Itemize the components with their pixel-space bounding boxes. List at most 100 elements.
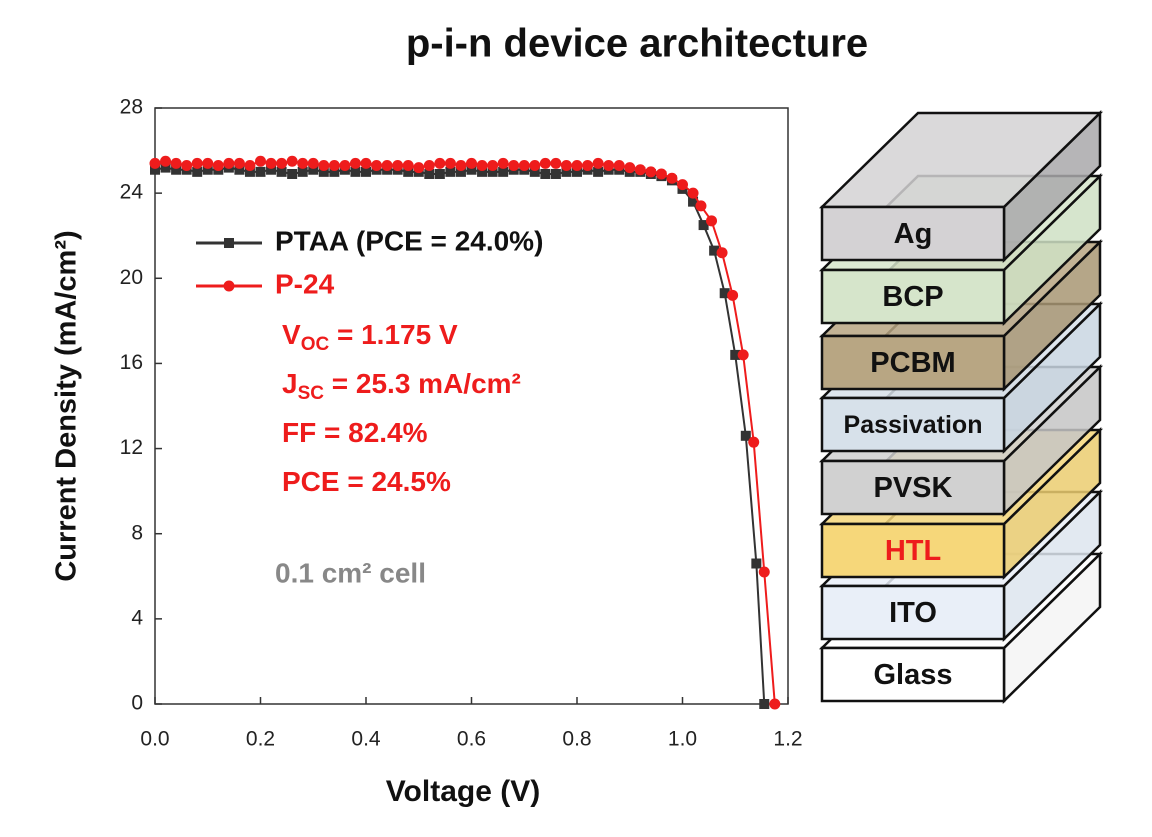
marker — [307, 157, 319, 169]
layer-front — [820, 396, 1006, 453]
layer-front — [820, 459, 1006, 516]
marker — [751, 558, 762, 569]
layer-front — [820, 268, 1006, 325]
marker — [769, 698, 781, 710]
annotation-subscript: OC — [301, 334, 330, 355]
marker — [308, 164, 319, 175]
legend-entry: P-24 — [196, 268, 335, 299]
marker — [709, 245, 720, 256]
layer-front — [820, 584, 1006, 641]
marker — [444, 157, 456, 169]
y-axis-label: Current Density (mA/cm²) — [51, 230, 83, 581]
marker — [361, 166, 371, 177]
layer-front — [820, 334, 1006, 391]
marker — [593, 166, 604, 177]
marker — [276, 166, 287, 177]
y-tick-label: 4 — [131, 606, 143, 629]
marker — [716, 247, 728, 259]
y-tick-label: 12 — [120, 436, 143, 459]
marker — [149, 157, 161, 169]
marker — [223, 280, 235, 292]
y-tick-label: 20 — [120, 266, 143, 289]
x-tick-label: 0.6 — [457, 728, 486, 751]
annotation-symbol: PCE — [282, 466, 340, 497]
marker — [498, 166, 509, 177]
marker — [234, 164, 245, 175]
annotation-text: = 82.4% — [316, 417, 427, 448]
layer-label: Glass — [874, 659, 953, 691]
legend-entry: PTAA (PCE = 24.0%) — [196, 225, 543, 256]
marker — [476, 159, 488, 171]
annotation-text: = 1.175 V — [329, 319, 458, 350]
layer-label: HTL — [885, 535, 941, 567]
x-tick-label: 0.0 — [140, 728, 169, 751]
marker — [666, 172, 678, 184]
marker — [276, 157, 288, 169]
marker — [508, 159, 520, 171]
marker — [423, 159, 435, 171]
marker — [318, 166, 329, 177]
layer-label: Ag — [894, 218, 933, 250]
marker — [497, 157, 509, 169]
annotation-text: = 25.3 mA/cm² — [324, 368, 521, 399]
marker — [265, 157, 277, 169]
marker — [748, 436, 760, 448]
marker — [603, 159, 615, 171]
legend-label: PTAA (PCE = 24.0%) — [275, 225, 543, 256]
marker — [539, 157, 551, 169]
marker — [740, 430, 751, 441]
marker — [339, 159, 351, 171]
marker — [758, 566, 770, 578]
marker — [413, 162, 425, 174]
marker — [244, 166, 255, 177]
marker — [181, 159, 193, 171]
x-tick-label: 0.2 — [246, 728, 275, 751]
layer-stack: Glass ITO HTL PVSK Passivation PCBM BCP Ag — [818, 110, 1104, 704]
marker — [350, 166, 361, 177]
marker — [727, 289, 739, 301]
marker — [297, 157, 309, 169]
marker — [287, 168, 298, 179]
y-tick-label: 28 — [120, 96, 143, 119]
marker — [706, 215, 718, 227]
marker — [466, 157, 477, 169]
marker — [529, 166, 540, 177]
marker — [455, 159, 467, 171]
marker — [582, 159, 594, 171]
marker — [202, 157, 214, 169]
layer-front — [820, 205, 1006, 262]
marker — [487, 159, 499, 171]
x-tick-label: 0.4 — [351, 728, 381, 751]
marker — [688, 196, 699, 207]
marker — [677, 179, 688, 191]
marker — [592, 157, 604, 169]
marker — [759, 699, 770, 709]
plot: 0.0 0.2 0.4 0.6 0.8 1.0 1.2 0 4 8 12 16 20 24 28 PTAA (… — [120, 96, 803, 751]
series — [149, 155, 781, 710]
marker — [160, 162, 171, 173]
marker — [624, 162, 636, 174]
annotation: VOC = 1.175 V — [282, 319, 458, 355]
annotation-symbol: FF — [282, 417, 316, 448]
marker — [360, 157, 372, 169]
marker — [695, 200, 707, 212]
annotation: FF = 82.4% — [282, 417, 428, 448]
marker — [466, 164, 477, 175]
marker — [150, 164, 160, 175]
layer-label: PVSK — [874, 472, 953, 504]
marker — [170, 157, 182, 169]
marker — [719, 288, 730, 299]
marker — [192, 166, 203, 177]
marker — [730, 349, 741, 360]
layer-front — [820, 646, 1006, 703]
marker — [255, 166, 266, 177]
y-tick-label: 8 — [131, 521, 143, 544]
marker — [540, 168, 551, 179]
marker — [212, 159, 224, 171]
marker — [550, 168, 561, 179]
marker — [328, 159, 340, 171]
annotation-subscript: SC — [298, 383, 325, 404]
marker — [434, 168, 445, 179]
marker — [698, 220, 709, 231]
